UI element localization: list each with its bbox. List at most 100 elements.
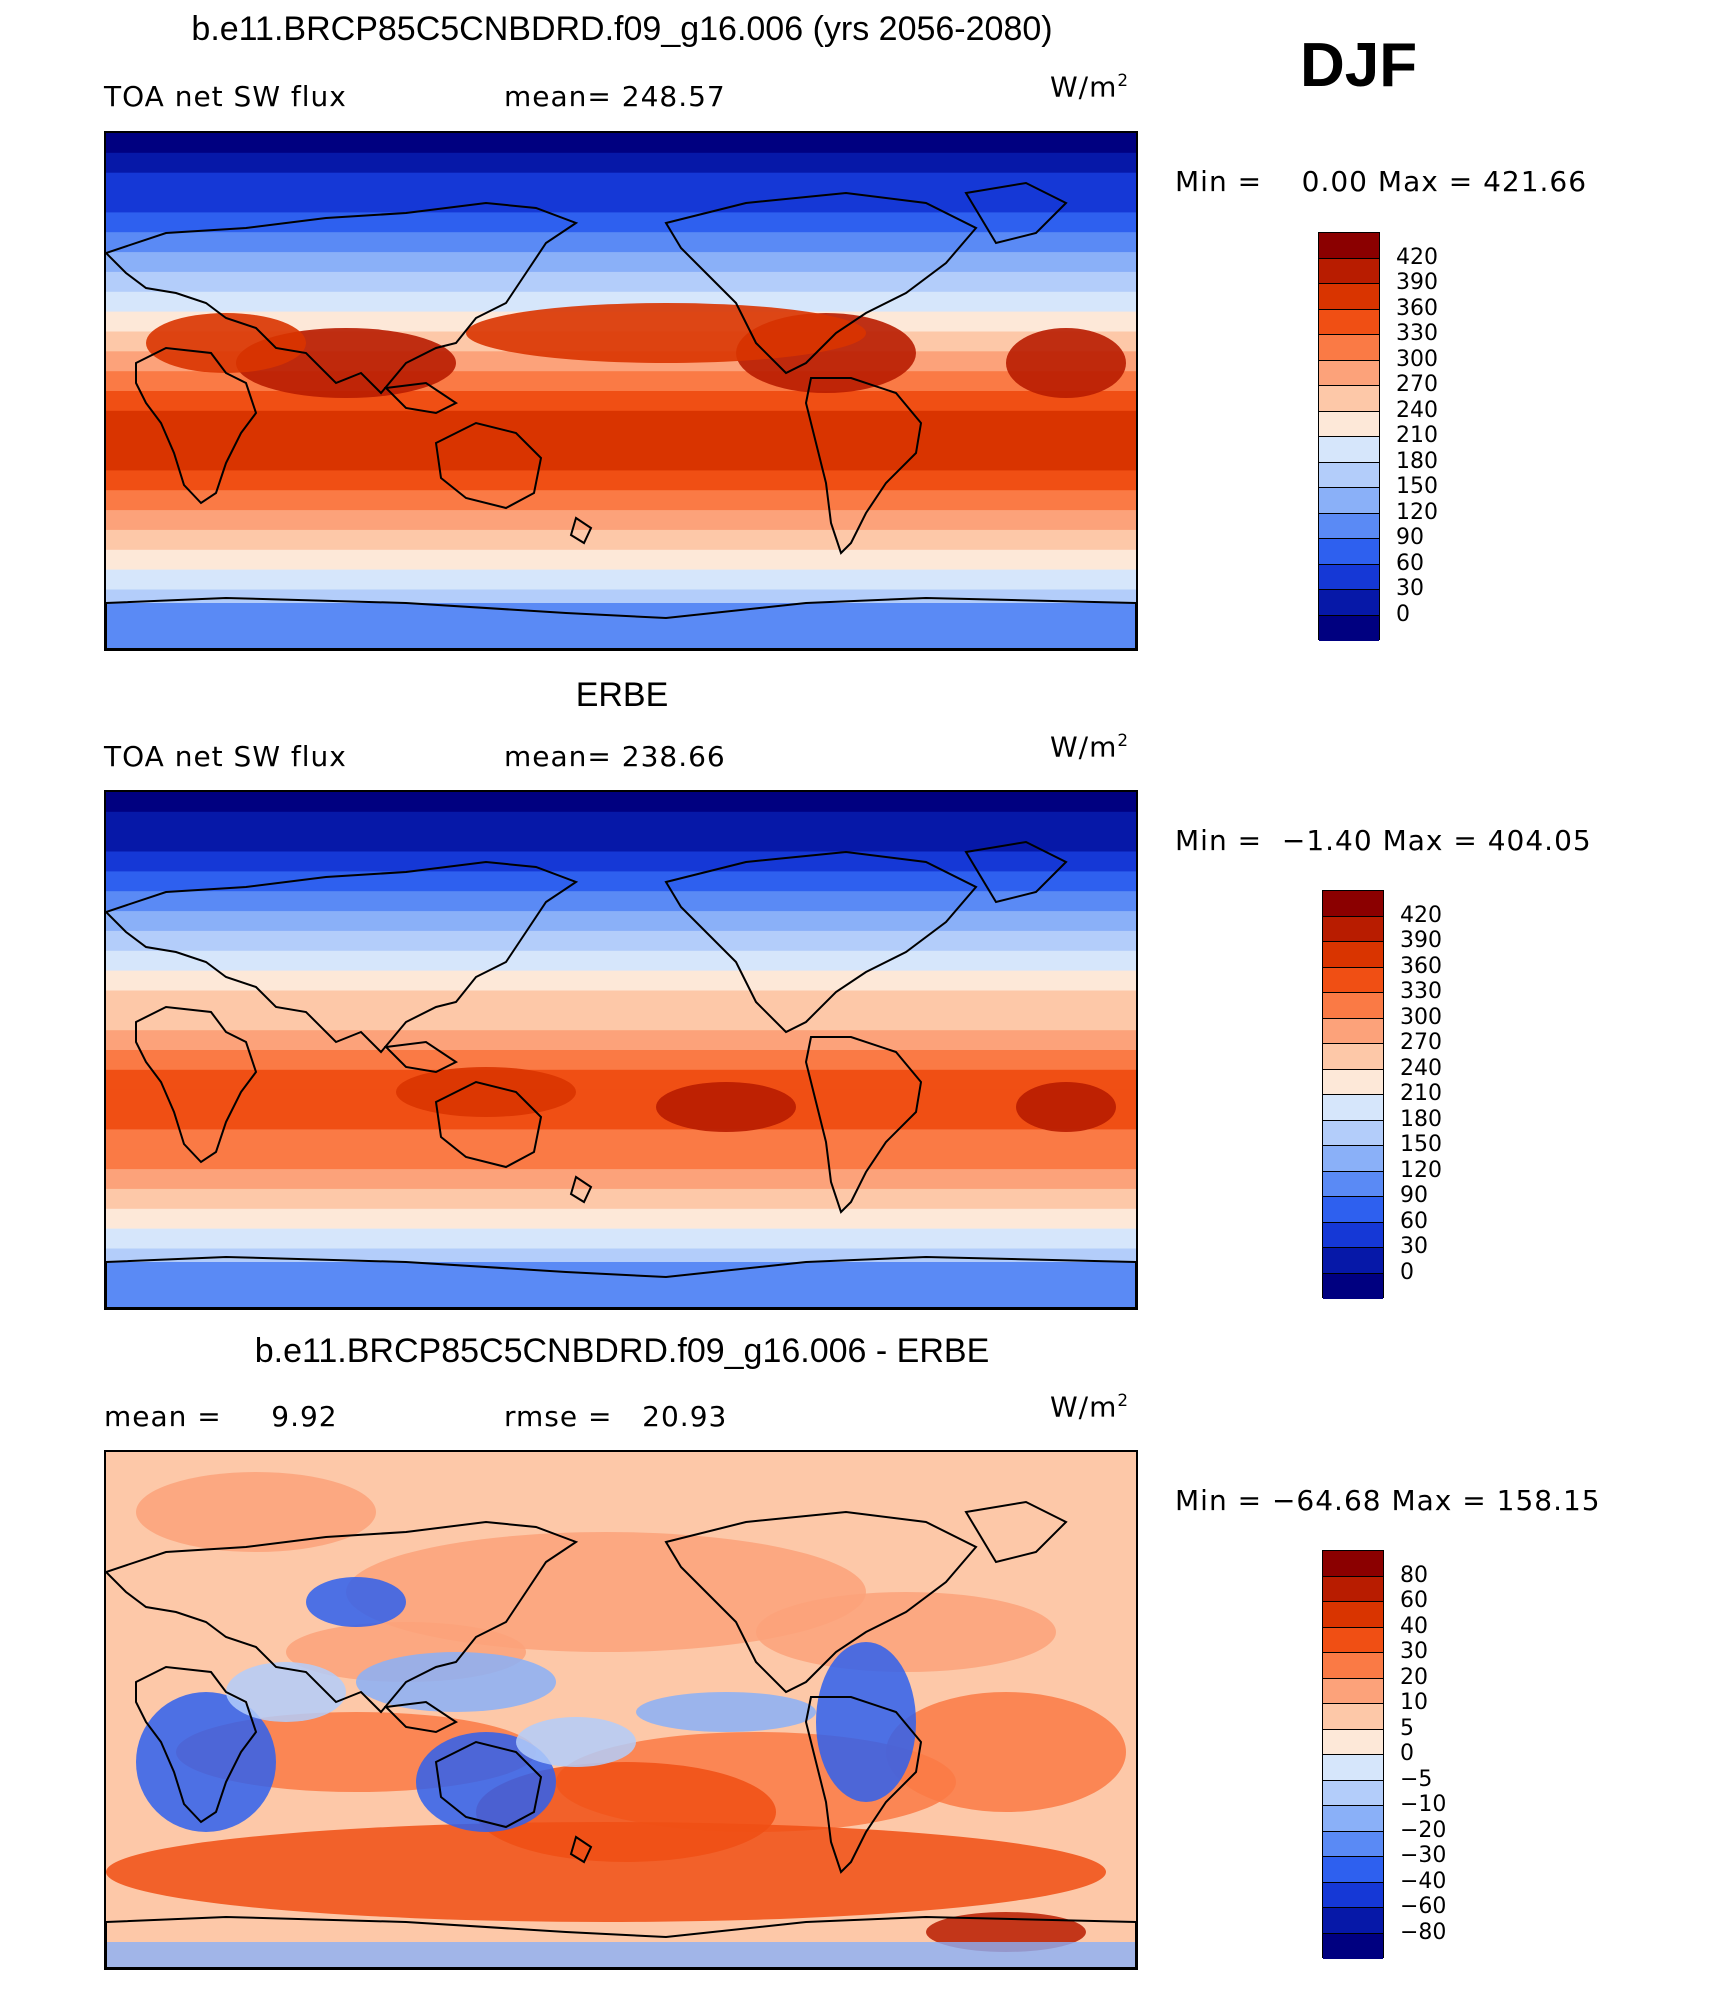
colorbar-tick-label: −10 xyxy=(1400,1792,1447,1817)
panel-mean-label-model: mean= 248.57 xyxy=(504,80,726,113)
colorbar-tick-label: 60 xyxy=(1400,1588,1428,1613)
colorbar-tick-label: 90 xyxy=(1396,525,1424,550)
colorbar-tick-label: 120 xyxy=(1400,1157,1442,1183)
colorbar-tick-label: 180 xyxy=(1396,448,1438,474)
colorbar-tick-label: −20 xyxy=(1400,1817,1447,1843)
colorbar-tick-label: 0 xyxy=(1400,1259,1414,1285)
colorbar-tick-label: 60 xyxy=(1400,1208,1428,1234)
map-field-obs xyxy=(106,792,1136,1308)
colorbar-tick-label: 150 xyxy=(1400,1132,1442,1157)
colorbar-segment xyxy=(1323,1780,1383,1806)
colorbar-segment xyxy=(1319,590,1379,616)
colorbar-segment xyxy=(1319,360,1379,386)
colorbar-tick-label: 180 xyxy=(1400,1106,1442,1132)
panel-units-obs: W/m2 xyxy=(1050,730,1130,764)
colorbar-segment xyxy=(1323,1678,1383,1704)
colorbar-segment xyxy=(1323,916,1383,942)
colorbar-tick-label: 30 xyxy=(1400,1234,1428,1259)
panel-left-label-model: TOA net SW flux xyxy=(104,80,347,113)
minmax-diff: Min = −64.68 Max = 158.15 xyxy=(1175,1484,1601,1517)
panel-rmse-label-diff: rmse = 20.93 xyxy=(504,1400,728,1433)
colorbar-tick-label: 270 xyxy=(1400,1030,1442,1055)
colorbar-segment xyxy=(1323,1831,1383,1857)
map-panel-diff xyxy=(104,1450,1138,1970)
colorbar-tick-label: 240 xyxy=(1396,397,1438,423)
colorbar-diff xyxy=(1322,1550,1384,1959)
colorbar-tick-label: 240 xyxy=(1400,1055,1442,1081)
colorbar-segment xyxy=(1323,1627,1383,1653)
colorbar-segment xyxy=(1323,1602,1383,1628)
colorbar-tick-label: 80 xyxy=(1400,1562,1428,1588)
colorbar-segment xyxy=(1319,411,1379,437)
colorbar-tick-label: 420 xyxy=(1396,244,1438,270)
colorbar-segment xyxy=(1319,309,1379,335)
colorbar-segment xyxy=(1323,1704,1383,1730)
colorbar-tick-label: 0 xyxy=(1400,1741,1414,1766)
colorbar-segment xyxy=(1323,1248,1383,1274)
colorbar-tick-label: 60 xyxy=(1396,550,1424,576)
colorbar-segment xyxy=(1319,335,1379,361)
panel-left-label-obs: TOA net SW flux xyxy=(104,740,347,773)
colorbar-segment xyxy=(1319,615,1379,641)
colorbar-tick-label: 20 xyxy=(1400,1664,1428,1690)
colorbar-segment xyxy=(1323,1933,1383,1959)
colorbar-ticks-obs: 420 390 360 330 300 270 240 210 180 150 120 90 60 30 0 xyxy=(1400,890,1480,1298)
colorbar-tick-label: 360 xyxy=(1396,295,1438,321)
colorbar-tick-label: 360 xyxy=(1400,953,1442,979)
colorbar-segment xyxy=(1319,233,1379,259)
colorbar-segment xyxy=(1319,539,1379,565)
panel-title-model: b.e11.BRCP85C5CNBDRD.f09_g16.006 (yrs 20… xyxy=(191,10,1053,48)
colorbar-ticks-model: 420 390 360 330 300 270 240 210 180 150 120 90 60 30 0 xyxy=(1396,232,1476,640)
colorbar-segment xyxy=(1319,258,1379,284)
colorbar-segment xyxy=(1323,1908,1383,1934)
panel-units-diff: W/m2 xyxy=(1050,1390,1130,1424)
colorbar-segment xyxy=(1323,1551,1383,1577)
colorbar-tick-label: 300 xyxy=(1396,346,1438,372)
colorbar-segment xyxy=(1319,513,1379,539)
colorbar-segment xyxy=(1319,462,1379,488)
colorbar-tick-label: −60 xyxy=(1400,1894,1447,1919)
colorbar-tick-label: 0 xyxy=(1396,601,1410,627)
colorbar-tick-label: −40 xyxy=(1400,1868,1447,1894)
colorbar-tick-label: −80 xyxy=(1400,1919,1447,1945)
colorbar-tick-label: 5 xyxy=(1400,1715,1414,1741)
colorbar-segment xyxy=(1323,1653,1383,1679)
panel-mean-label-diff: mean = 9.92 xyxy=(104,1400,338,1433)
colorbar-segment xyxy=(1323,1273,1383,1299)
map-panel-obs xyxy=(104,790,1138,1310)
colorbar-segment xyxy=(1319,488,1379,514)
colorbar-segment xyxy=(1323,1197,1383,1223)
map-field-diff xyxy=(106,1452,1136,1968)
colorbar-segment xyxy=(1323,1222,1383,1248)
minmax-model: Min = 0.00 Max = 421.66 xyxy=(1175,165,1588,198)
colorbar-segment xyxy=(1323,1576,1383,1602)
colorbar-tick-label: −30 xyxy=(1400,1843,1447,1868)
colorbar-tick-label: −5 xyxy=(1400,1766,1433,1792)
colorbar-obs xyxy=(1322,890,1384,1299)
colorbar-tick-label: 90 xyxy=(1400,1183,1428,1208)
colorbar-segment xyxy=(1323,967,1383,993)
colorbar-segment xyxy=(1323,891,1383,917)
colorbar-tick-label: 420 xyxy=(1400,902,1442,928)
coastlines xyxy=(106,1500,1136,1968)
colorbar-segment xyxy=(1323,1755,1383,1781)
colorbar-segment xyxy=(1319,437,1379,463)
coastlines xyxy=(106,840,1136,1308)
season-label: DJF xyxy=(1300,31,1418,100)
colorbar-model xyxy=(1318,232,1380,641)
colorbar-segment xyxy=(1319,564,1379,590)
colorbar-ticks-diff: 80 60 40 30 20 10 5 0 −5 −10 −20 −30 −40 −60 −80 xyxy=(1400,1550,1480,1958)
coastlines xyxy=(106,181,1136,649)
panel-title-diff: b.e11.BRCP85C5CNBDRD.f09_g16.006 - ERBE xyxy=(254,1332,990,1370)
colorbar-tick-label: 210 xyxy=(1396,423,1438,448)
colorbar-tick-label: 120 xyxy=(1396,499,1438,525)
panel-units-model: W/m2 xyxy=(1050,70,1130,104)
colorbar-tick-label: 210 xyxy=(1400,1081,1442,1106)
colorbar-segment xyxy=(1323,1069,1383,1095)
colorbar-tick-label: 30 xyxy=(1396,576,1424,601)
colorbar-tick-label: 10 xyxy=(1400,1690,1428,1715)
colorbar-segment xyxy=(1323,1171,1383,1197)
colorbar-segment xyxy=(1323,1120,1383,1146)
colorbar-tick-label: 30 xyxy=(1400,1639,1428,1664)
colorbar-tick-label: 330 xyxy=(1400,979,1442,1004)
